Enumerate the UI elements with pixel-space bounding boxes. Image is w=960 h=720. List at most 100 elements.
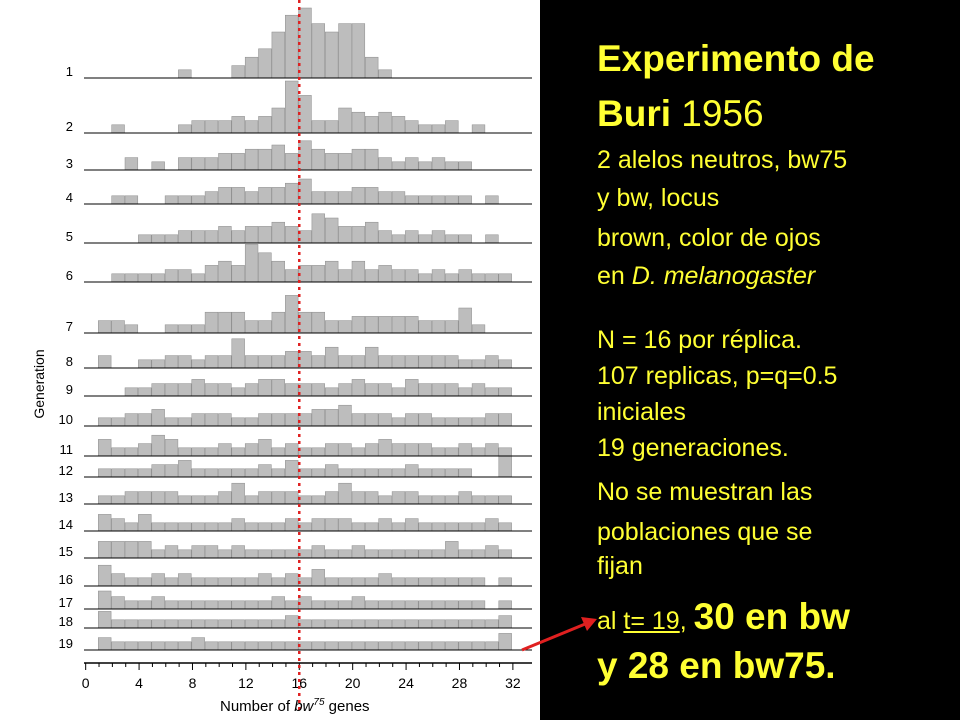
bar-gen3-x17 (311, 148, 325, 171)
final-line: al t= 19, 30 en bw (597, 596, 850, 637)
generation-label-14: 14 (59, 517, 73, 532)
bar-gen13-x27 (445, 495, 459, 505)
bar-gen16-x21 (365, 577, 379, 587)
bar-gen18-x3 (124, 619, 139, 629)
bar-gen15-x5 (151, 549, 165, 559)
bar-gen19-x24 (405, 641, 419, 651)
bar-gen3-x25 (418, 161, 432, 171)
bar-gen9-x9 (204, 383, 219, 397)
bar-gen14-x9 (204, 522, 219, 532)
bar-gen19-x27 (445, 641, 459, 651)
x-tick-label-24: 24 (398, 675, 414, 691)
bar-gen4-x18 (325, 191, 339, 205)
bar-gen11-x3 (124, 447, 139, 457)
x-tick-label-16: 16 (291, 675, 307, 691)
bar-gen9-x12 (244, 383, 259, 397)
bar-gen9-x11 (231, 387, 245, 397)
bar-gen11-x8 (191, 447, 205, 457)
bar-gen6-x6 (164, 269, 179, 283)
bar-gen17-x23 (391, 600, 406, 610)
bar-gen17-x7 (178, 600, 192, 610)
bar-gen7-x9 (204, 311, 219, 334)
bar-gen19-x31 (498, 633, 512, 651)
bar-gen7-x27 (445, 320, 459, 334)
bar-gen10-x11 (231, 417, 245, 427)
bar-gen12-x14 (271, 468, 285, 478)
bar-gen8-x25 (418, 355, 432, 369)
x-axis-ticks: 0 4 8 12 16 20 24 28 32 (82, 663, 521, 691)
bar-gen11-x19 (338, 443, 352, 457)
bar-gen19-x18 (325, 641, 339, 651)
bar-gen15-x28 (458, 549, 472, 559)
bar-gen8-x10 (218, 355, 232, 369)
bar-gen3-x23 (391, 161, 406, 171)
bar-gen6-x28 (458, 269, 472, 283)
bar-gen11-x6 (164, 439, 179, 457)
bar-gen15-x22 (378, 549, 392, 559)
bar-gen6-x21 (365, 269, 379, 283)
bar-gen2-x27 (445, 120, 459, 134)
bar-gen12-x23 (391, 468, 406, 478)
bar-gen6-x30 (485, 273, 499, 283)
bar-gen15-x13 (258, 549, 272, 559)
bar-gen16-x25 (418, 577, 432, 587)
bar-gen5-x30 (485, 234, 499, 244)
bar-gen7-x20 (351, 316, 366, 334)
bar-gen7-x19 (338, 320, 352, 334)
x-axis-title: Number of bw75 genes (220, 697, 370, 715)
bar-gen18-x30 (485, 619, 499, 629)
bar-gen16-x9 (204, 577, 219, 587)
bar-gen18-x2 (111, 619, 125, 629)
title-line-2: Buri 1956 (597, 93, 764, 134)
bar-gen3-x14 (271, 144, 285, 171)
bar-gen13-x22 (378, 495, 392, 505)
bar-gen11-x2 (111, 447, 125, 457)
bar-gen18-x5 (151, 619, 165, 629)
bar-gen16-x29 (471, 577, 486, 587)
stats-line-4: 19 generaciones. (597, 434, 789, 462)
bar-gen15-x2 (111, 541, 125, 559)
bar-gen9-x20 (351, 379, 366, 397)
bar-gen10-x9 (204, 413, 219, 427)
bar-gen10-x5 (151, 409, 165, 427)
bar-gen19-x17 (311, 641, 325, 651)
bar-gen18-x29 (471, 619, 486, 629)
bar-gen15-x29 (471, 549, 486, 559)
bar-gen13-x14 (271, 491, 285, 505)
bar-gen5-x26 (431, 230, 446, 244)
bar-gen9-x25 (418, 383, 432, 397)
bar-gen10-x7 (178, 417, 192, 427)
bar-gen17-x10 (218, 600, 232, 610)
bar-gen12-x26 (431, 468, 446, 478)
bar-gen15-x20 (351, 545, 366, 559)
bar-gen1-x17 (311, 23, 325, 79)
bar-gen2-x18 (325, 120, 339, 134)
bar-gen14-x29 (471, 522, 486, 532)
bar-gen6-x27 (445, 273, 459, 283)
bar-gen18-x14 (271, 619, 285, 629)
bar-gen14-x23 (391, 522, 406, 532)
bar-gen4-x22 (378, 191, 392, 205)
bar-gen13-x5 (151, 491, 165, 505)
bar-gen19-x21 (365, 641, 379, 651)
stats-line-2: 107 replicas, p=q=0.5 (597, 362, 838, 390)
bar-gen16-x7 (178, 573, 192, 587)
bar-gen3-x20 (351, 148, 366, 171)
bar-gen12-x18 (325, 464, 339, 478)
bar-gen10-x25 (418, 413, 432, 427)
bar-gen12-x21 (365, 468, 379, 478)
bar-gen10-x21 (365, 413, 379, 427)
bar-gen11-x10 (218, 443, 232, 457)
bar-gen13-x10 (218, 491, 232, 505)
bar-gen5-x8 (191, 230, 205, 244)
x-axis: 0 4 8 12 16 20 24 28 32 (82, 662, 532, 691)
bar-gen7-x23 (391, 316, 406, 334)
bar-gen18-x12 (244, 619, 259, 629)
bar-gen10-x27 (445, 417, 459, 427)
bar-gen10-x23 (391, 417, 406, 427)
baselines-layer (84, 77, 532, 651)
bar-gen19-x1 (98, 637, 112, 651)
bar-gen7-x3 (124, 324, 139, 334)
bar-gen16-x31 (498, 577, 512, 587)
bar-gen15-x12 (244, 549, 259, 559)
